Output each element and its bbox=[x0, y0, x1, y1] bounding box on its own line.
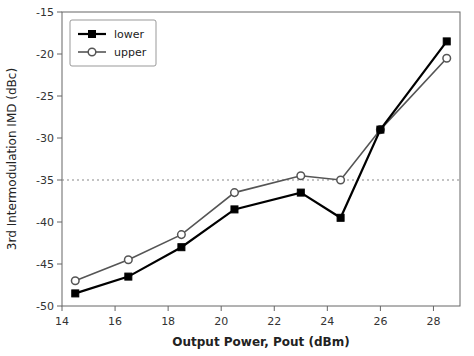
legend-label: lower bbox=[114, 28, 145, 41]
point bbox=[297, 189, 304, 196]
x-tick bbox=[274, 306, 275, 311]
plot-area bbox=[62, 38, 460, 297]
y-tick bbox=[57, 54, 62, 55]
x-tick bbox=[433, 306, 434, 311]
x-tick-label: 22 bbox=[267, 315, 281, 328]
series bbox=[71, 54, 450, 284]
y-tick bbox=[57, 306, 62, 307]
y-tick-label: -30 bbox=[36, 132, 54, 145]
plot-frame bbox=[62, 12, 460, 306]
y-tick bbox=[57, 96, 62, 97]
y-tick-label: -20 bbox=[36, 48, 54, 61]
point bbox=[231, 189, 239, 197]
reference-line bbox=[62, 179, 460, 180]
chart: 14 16 18 20 22 24 26 28 -50 -45 -40 -35 -30 -25 -20 -15… bbox=[0, 0, 474, 356]
y-tick bbox=[57, 180, 62, 181]
x-tick-label: 20 bbox=[214, 315, 228, 328]
x-tick-label: 16 bbox=[108, 315, 122, 328]
point bbox=[231, 206, 238, 213]
point bbox=[72, 290, 79, 297]
y-tick bbox=[57, 12, 62, 13]
y-tick-label: -35 bbox=[36, 174, 54, 187]
x-tick-label: 28 bbox=[426, 315, 440, 328]
series bbox=[72, 38, 450, 297]
series-line bbox=[75, 58, 446, 281]
y-tick bbox=[57, 222, 62, 223]
legend-box bbox=[70, 20, 156, 66]
legend-marker bbox=[88, 48, 96, 56]
x-tick bbox=[327, 306, 328, 311]
y-tick bbox=[57, 138, 62, 139]
point bbox=[178, 244, 185, 251]
y-tick-label: -40 bbox=[36, 216, 54, 229]
legend-marker bbox=[89, 31, 96, 38]
point bbox=[377, 126, 384, 133]
y-tick-label: -50 bbox=[36, 300, 54, 313]
x-tick bbox=[62, 306, 63, 311]
x-tick-label: 18 bbox=[161, 315, 175, 328]
x-axis-label: Output Power, Pout (dBm) bbox=[172, 335, 349, 349]
x-tick bbox=[380, 306, 381, 311]
point bbox=[71, 277, 79, 285]
point bbox=[337, 214, 344, 221]
x-tick-label: 26 bbox=[373, 315, 387, 328]
legend-label: upper bbox=[114, 46, 147, 59]
point bbox=[125, 256, 133, 264]
x-tick-label: 14 bbox=[55, 315, 69, 328]
y-axis-label: 3rd Intermodulation IMD (dBc) bbox=[5, 68, 19, 250]
legend: lower upper bbox=[70, 20, 156, 66]
point bbox=[297, 172, 305, 180]
point bbox=[443, 38, 450, 45]
point bbox=[443, 54, 451, 62]
point bbox=[377, 126, 385, 134]
point bbox=[337, 176, 345, 184]
y-tick-label: -25 bbox=[36, 90, 54, 103]
point bbox=[125, 273, 132, 280]
y-tick-label: -45 bbox=[36, 258, 54, 271]
axes: 14 16 18 20 22 24 26 28 -50 -45 -40 -35 -30 -25 -20 -15 bbox=[36, 6, 460, 328]
x-tick-label: 24 bbox=[320, 315, 334, 328]
x-tick bbox=[221, 306, 222, 311]
y-tick bbox=[57, 264, 62, 265]
y-tick-label: -15 bbox=[36, 6, 54, 19]
point bbox=[178, 231, 186, 239]
x-tick bbox=[115, 306, 116, 311]
background bbox=[0, 0, 474, 356]
series-line bbox=[75, 41, 446, 293]
x-tick bbox=[168, 306, 169, 311]
